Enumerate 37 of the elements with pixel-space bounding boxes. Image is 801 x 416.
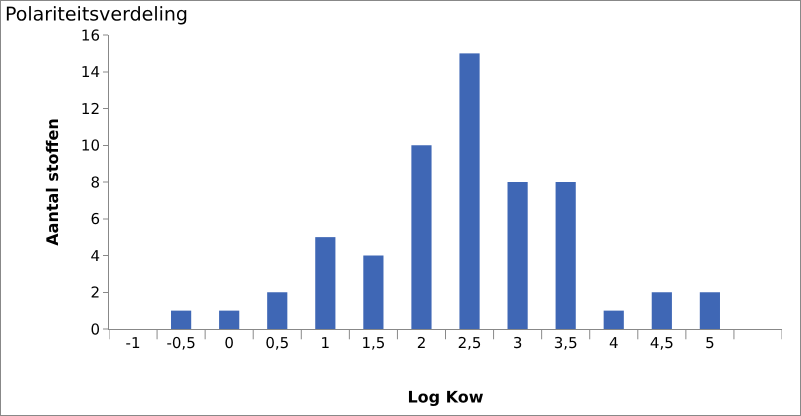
- x-tick-label: 5: [705, 334, 715, 352]
- bar: [459, 53, 480, 329]
- y-tick-label: 16: [80, 26, 100, 44]
- y-axis-title: Aantal stoffen: [42, 118, 62, 246]
- y-tick-label: 10: [80, 136, 100, 154]
- y-tick-label: 4: [90, 246, 100, 265]
- bar: [604, 310, 624, 329]
- x-tick-label: 4: [608, 334, 619, 352]
- bar: [267, 292, 288, 329]
- y-tick-label: 2: [90, 284, 100, 302]
- bar: [652, 292, 672, 329]
- bar: [556, 182, 576, 329]
- x-tick-label: -0,5: [166, 334, 196, 352]
- x-tick-label: 4,5: [650, 334, 674, 352]
- x-tick-label: -1: [126, 334, 141, 352]
- bar: [508, 182, 528, 329]
- x-tick-label: 1,5: [361, 334, 386, 352]
- bar: [700, 292, 720, 329]
- x-axis-title: Log Kow: [407, 388, 484, 407]
- y-tick-label: 12: [80, 100, 100, 118]
- bar: [315, 237, 336, 329]
- x-tick-label: 3: [512, 334, 522, 352]
- x-tick-label: 3,5: [554, 334, 578, 352]
- x-tick-label: 0: [224, 334, 234, 352]
- bar: [363, 256, 384, 329]
- x-tick-label: 2: [416, 334, 426, 352]
- bar: [171, 310, 192, 329]
- x-tick-label: 1: [320, 334, 330, 352]
- x-tick-label: 2,5: [458, 334, 482, 352]
- y-tick-label: 14: [80, 63, 100, 81]
- bar: [411, 145, 432, 329]
- bar: [219, 310, 240, 329]
- y-tick-label: 8: [90, 173, 100, 192]
- y-tick-label: 6: [90, 210, 100, 228]
- y-tick-label: 0: [90, 320, 100, 338]
- x-tick-label: 0,5: [265, 334, 290, 352]
- chart-title: Polariteitsverdeling: [4, 4, 188, 26]
